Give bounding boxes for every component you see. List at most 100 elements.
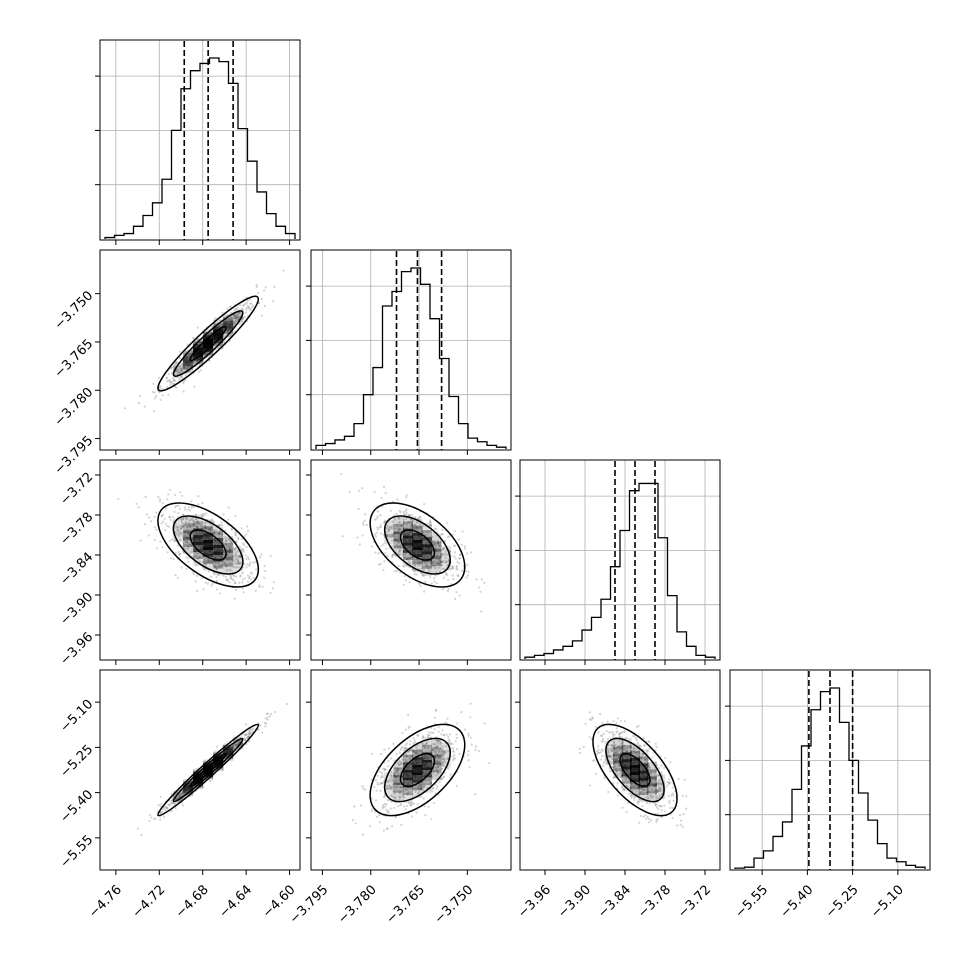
sample-point	[185, 355, 188, 358]
sample-point	[442, 588, 445, 591]
sample-point	[249, 571, 252, 574]
sample-point	[234, 320, 237, 323]
sample-point	[159, 795, 162, 798]
sample-point	[188, 519, 191, 522]
sample-point	[341, 535, 344, 538]
sample-point	[417, 734, 420, 737]
sample-point	[189, 352, 192, 355]
sample-point	[233, 317, 237, 320]
sample-point	[353, 805, 356, 808]
sample-point	[186, 359, 189, 362]
sample-point	[202, 512, 205, 516]
sample-point	[228, 323, 231, 326]
histogram-step-line	[734, 687, 926, 869]
sample-point	[380, 496, 383, 500]
sample-point	[655, 806, 659, 809]
sample-point	[434, 574, 437, 577]
sample-point	[621, 731, 624, 734]
sample-point	[230, 322, 233, 325]
sample-point	[458, 557, 461, 560]
sample-point	[182, 517, 185, 521]
sample-point	[224, 322, 227, 325]
sample-point	[246, 304, 249, 307]
sample-point	[153, 391, 156, 394]
sample-point	[255, 284, 258, 287]
sample-point	[671, 816, 674, 820]
sample-point	[182, 382, 185, 385]
sample-point	[189, 353, 192, 356]
sample-point	[391, 554, 394, 558]
sample-point	[648, 802, 651, 805]
sample-point	[229, 545, 232, 548]
sample-point	[235, 319, 238, 323]
sample-point	[432, 787, 435, 790]
sample-point	[483, 722, 486, 725]
sample-point	[186, 355, 189, 358]
sample-point	[387, 760, 390, 763]
sample-point	[227, 327, 230, 330]
sample-point	[601, 755, 604, 758]
sample-point	[613, 733, 616, 736]
sample-point	[186, 532, 189, 536]
sample-point	[190, 351, 193, 354]
sample-point	[470, 743, 473, 746]
sample-point	[237, 555, 241, 558]
sample-point	[199, 369, 202, 372]
sample-point	[171, 377, 174, 380]
sample-point	[592, 759, 595, 762]
sample-point	[681, 825, 684, 828]
sample-point	[602, 732, 605, 736]
sample-point	[145, 513, 148, 516]
sample-point	[212, 571, 215, 574]
sample-point	[148, 819, 151, 823]
sample-point	[246, 529, 250, 532]
sample-point	[166, 498, 169, 501]
sample-point	[602, 737, 605, 741]
sample-point	[442, 734, 445, 737]
sample-point	[404, 808, 407, 811]
sample-point	[225, 318, 228, 321]
density-cell	[193, 344, 204, 355]
sample-point	[258, 302, 261, 305]
sample-point	[161, 394, 164, 397]
sample-point	[667, 795, 671, 798]
sample-point	[187, 366, 190, 369]
sample-point	[413, 573, 416, 576]
sample-point	[682, 813, 685, 816]
sample-point	[196, 521, 199, 524]
sample-point	[187, 560, 190, 564]
sample-point	[395, 753, 398, 756]
sample-point	[172, 379, 175, 382]
sample-point	[381, 775, 384, 779]
sample-point	[180, 369, 183, 372]
sample-point	[479, 590, 482, 593]
sample-point	[463, 545, 466, 548]
sample-point	[246, 299, 249, 302]
sample-point	[209, 780, 212, 783]
sample-point	[466, 552, 469, 555]
sample-point	[446, 521, 449, 525]
sample-point	[447, 578, 450, 581]
sample-point	[159, 540, 162, 543]
sample-point	[241, 307, 244, 310]
sample-point	[167, 804, 171, 807]
sample-point	[227, 546, 230, 549]
sample-point	[160, 522, 163, 525]
sample-point	[215, 575, 218, 579]
sample-point	[246, 580, 250, 583]
sample-point	[403, 575, 406, 578]
sample-point	[189, 365, 192, 368]
sample-point	[210, 331, 213, 334]
sample-point	[384, 552, 387, 555]
sample-point	[596, 750, 599, 753]
sample-point	[164, 809, 167, 812]
sample-point	[375, 531, 378, 534]
contour-line	[157, 295, 260, 392]
sample-point	[177, 529, 180, 532]
sample-point	[441, 528, 444, 532]
sample-point	[206, 526, 209, 530]
sample-point	[173, 379, 176, 382]
sample-point	[203, 524, 206, 527]
sample-point	[225, 322, 228, 325]
sample-point	[601, 749, 604, 752]
